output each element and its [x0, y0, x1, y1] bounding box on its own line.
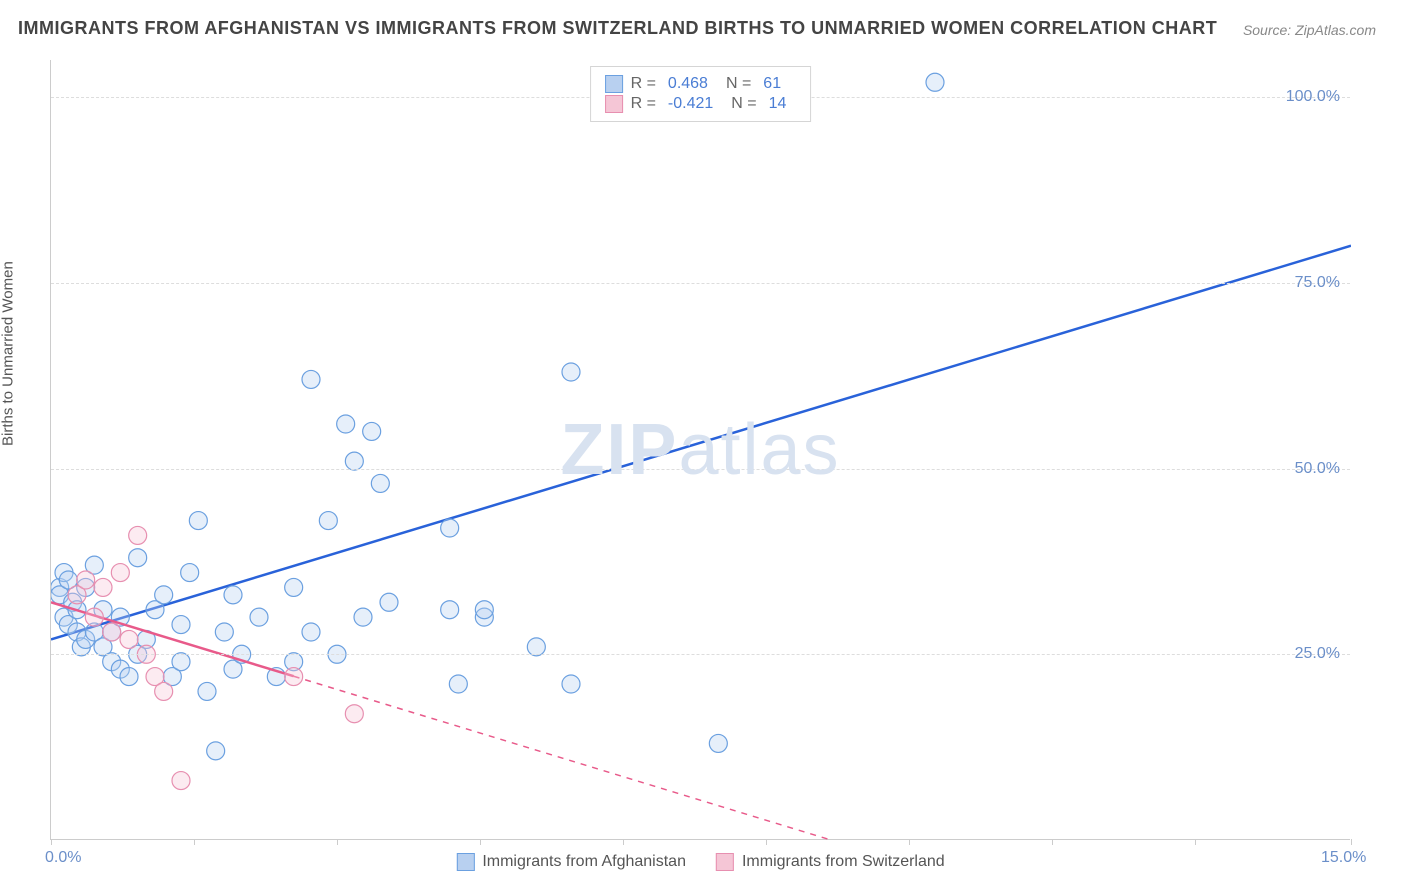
r-value: -0.421 — [668, 95, 713, 113]
legend-item-switzerland: Immigrants from Switzerland — [716, 853, 945, 871]
legend-row-switzerland: R = -0.421 N = 14 — [605, 95, 797, 113]
n-label: N = — [731, 95, 756, 113]
r-label: R = — [631, 75, 656, 93]
legend-item-afghanistan: Immigrants from Afghanistan — [456, 853, 686, 871]
legend-label: Immigrants from Afghanistan — [482, 853, 686, 871]
y-axis-label: Births to Unmarried Women — [0, 261, 17, 446]
legend-label: Immigrants from Switzerland — [742, 853, 945, 871]
x-tick-label: 15.0% — [1321, 849, 1366, 867]
scatter-svg — [51, 60, 1351, 840]
y-tick-label: 100.0% — [1286, 88, 1340, 106]
legend-swatch-switzerland — [716, 853, 734, 871]
r-value: 0.468 — [668, 75, 708, 93]
legend-swatch-switzerland — [605, 95, 623, 113]
n-label: N = — [726, 75, 751, 93]
legend-series: Immigrants from Afghanistan Immigrants f… — [456, 853, 944, 871]
y-tick-label: 75.0% — [1295, 274, 1340, 292]
legend-swatch-afghanistan — [456, 853, 474, 871]
y-tick-label: 25.0% — [1295, 645, 1340, 663]
y-tick-label: 50.0% — [1295, 460, 1340, 478]
legend-row-afghanistan: R = 0.468 N = 61 — [605, 75, 797, 93]
n-value: 14 — [769, 95, 787, 113]
chart-title: IMMIGRANTS FROM AFGHANISTAN VS IMMIGRANT… — [18, 18, 1217, 39]
plot-area: ZIPatlas R = 0.468 N = 61 R = -0.421 N =… — [50, 60, 1350, 840]
legend-swatch-afghanistan — [605, 75, 623, 93]
r-label: R = — [631, 95, 656, 113]
x-tick-label: 0.0% — [45, 849, 81, 867]
n-value: 61 — [763, 75, 781, 93]
legend-correlation: R = 0.468 N = 61 R = -0.421 N = 14 — [590, 66, 812, 122]
source-attribution: Source: ZipAtlas.com — [1243, 22, 1376, 38]
